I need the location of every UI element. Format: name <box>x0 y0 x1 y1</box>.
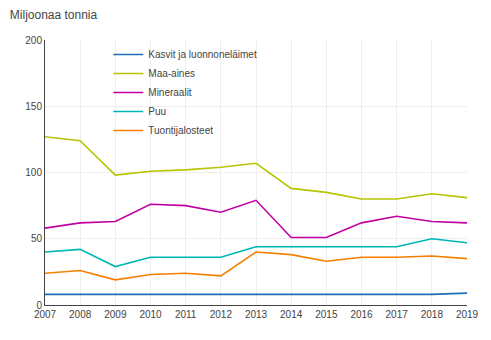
svg-text:Mineraalit: Mineraalit <box>148 87 192 98</box>
svg-text:Puu: Puu <box>148 106 166 117</box>
svg-text:2012: 2012 <box>210 309 233 320</box>
svg-text:150: 150 <box>25 101 42 112</box>
svg-text:Kasvit ja luonnoneläimet: Kasvit ja luonnoneläimet <box>148 49 257 60</box>
svg-text:2018: 2018 <box>421 309 444 320</box>
svg-text:2017: 2017 <box>386 309 409 320</box>
svg-text:2008: 2008 <box>69 309 92 320</box>
svg-text:2011: 2011 <box>175 309 197 320</box>
svg-text:2019: 2019 <box>456 309 479 320</box>
svg-text:50: 50 <box>31 233 43 244</box>
svg-text:Tuontijalosteet: Tuontijalosteet <box>148 125 213 136</box>
svg-text:0: 0 <box>36 300 42 311</box>
svg-text:Maa-aines: Maa-aines <box>148 68 195 79</box>
svg-text:200: 200 <box>25 35 42 46</box>
svg-text:2009: 2009 <box>104 309 127 320</box>
svg-text:2007: 2007 <box>34 309 57 320</box>
svg-text:2016: 2016 <box>350 309 373 320</box>
svg-text:2015: 2015 <box>315 309 338 320</box>
svg-text:2010: 2010 <box>139 309 162 320</box>
svg-text:2013: 2013 <box>245 309 268 320</box>
svg-text:Miljoonaa tonnia: Miljoonaa tonnia <box>10 8 98 22</box>
svg-text:100: 100 <box>25 167 42 178</box>
svg-text:2014: 2014 <box>280 309 303 320</box>
